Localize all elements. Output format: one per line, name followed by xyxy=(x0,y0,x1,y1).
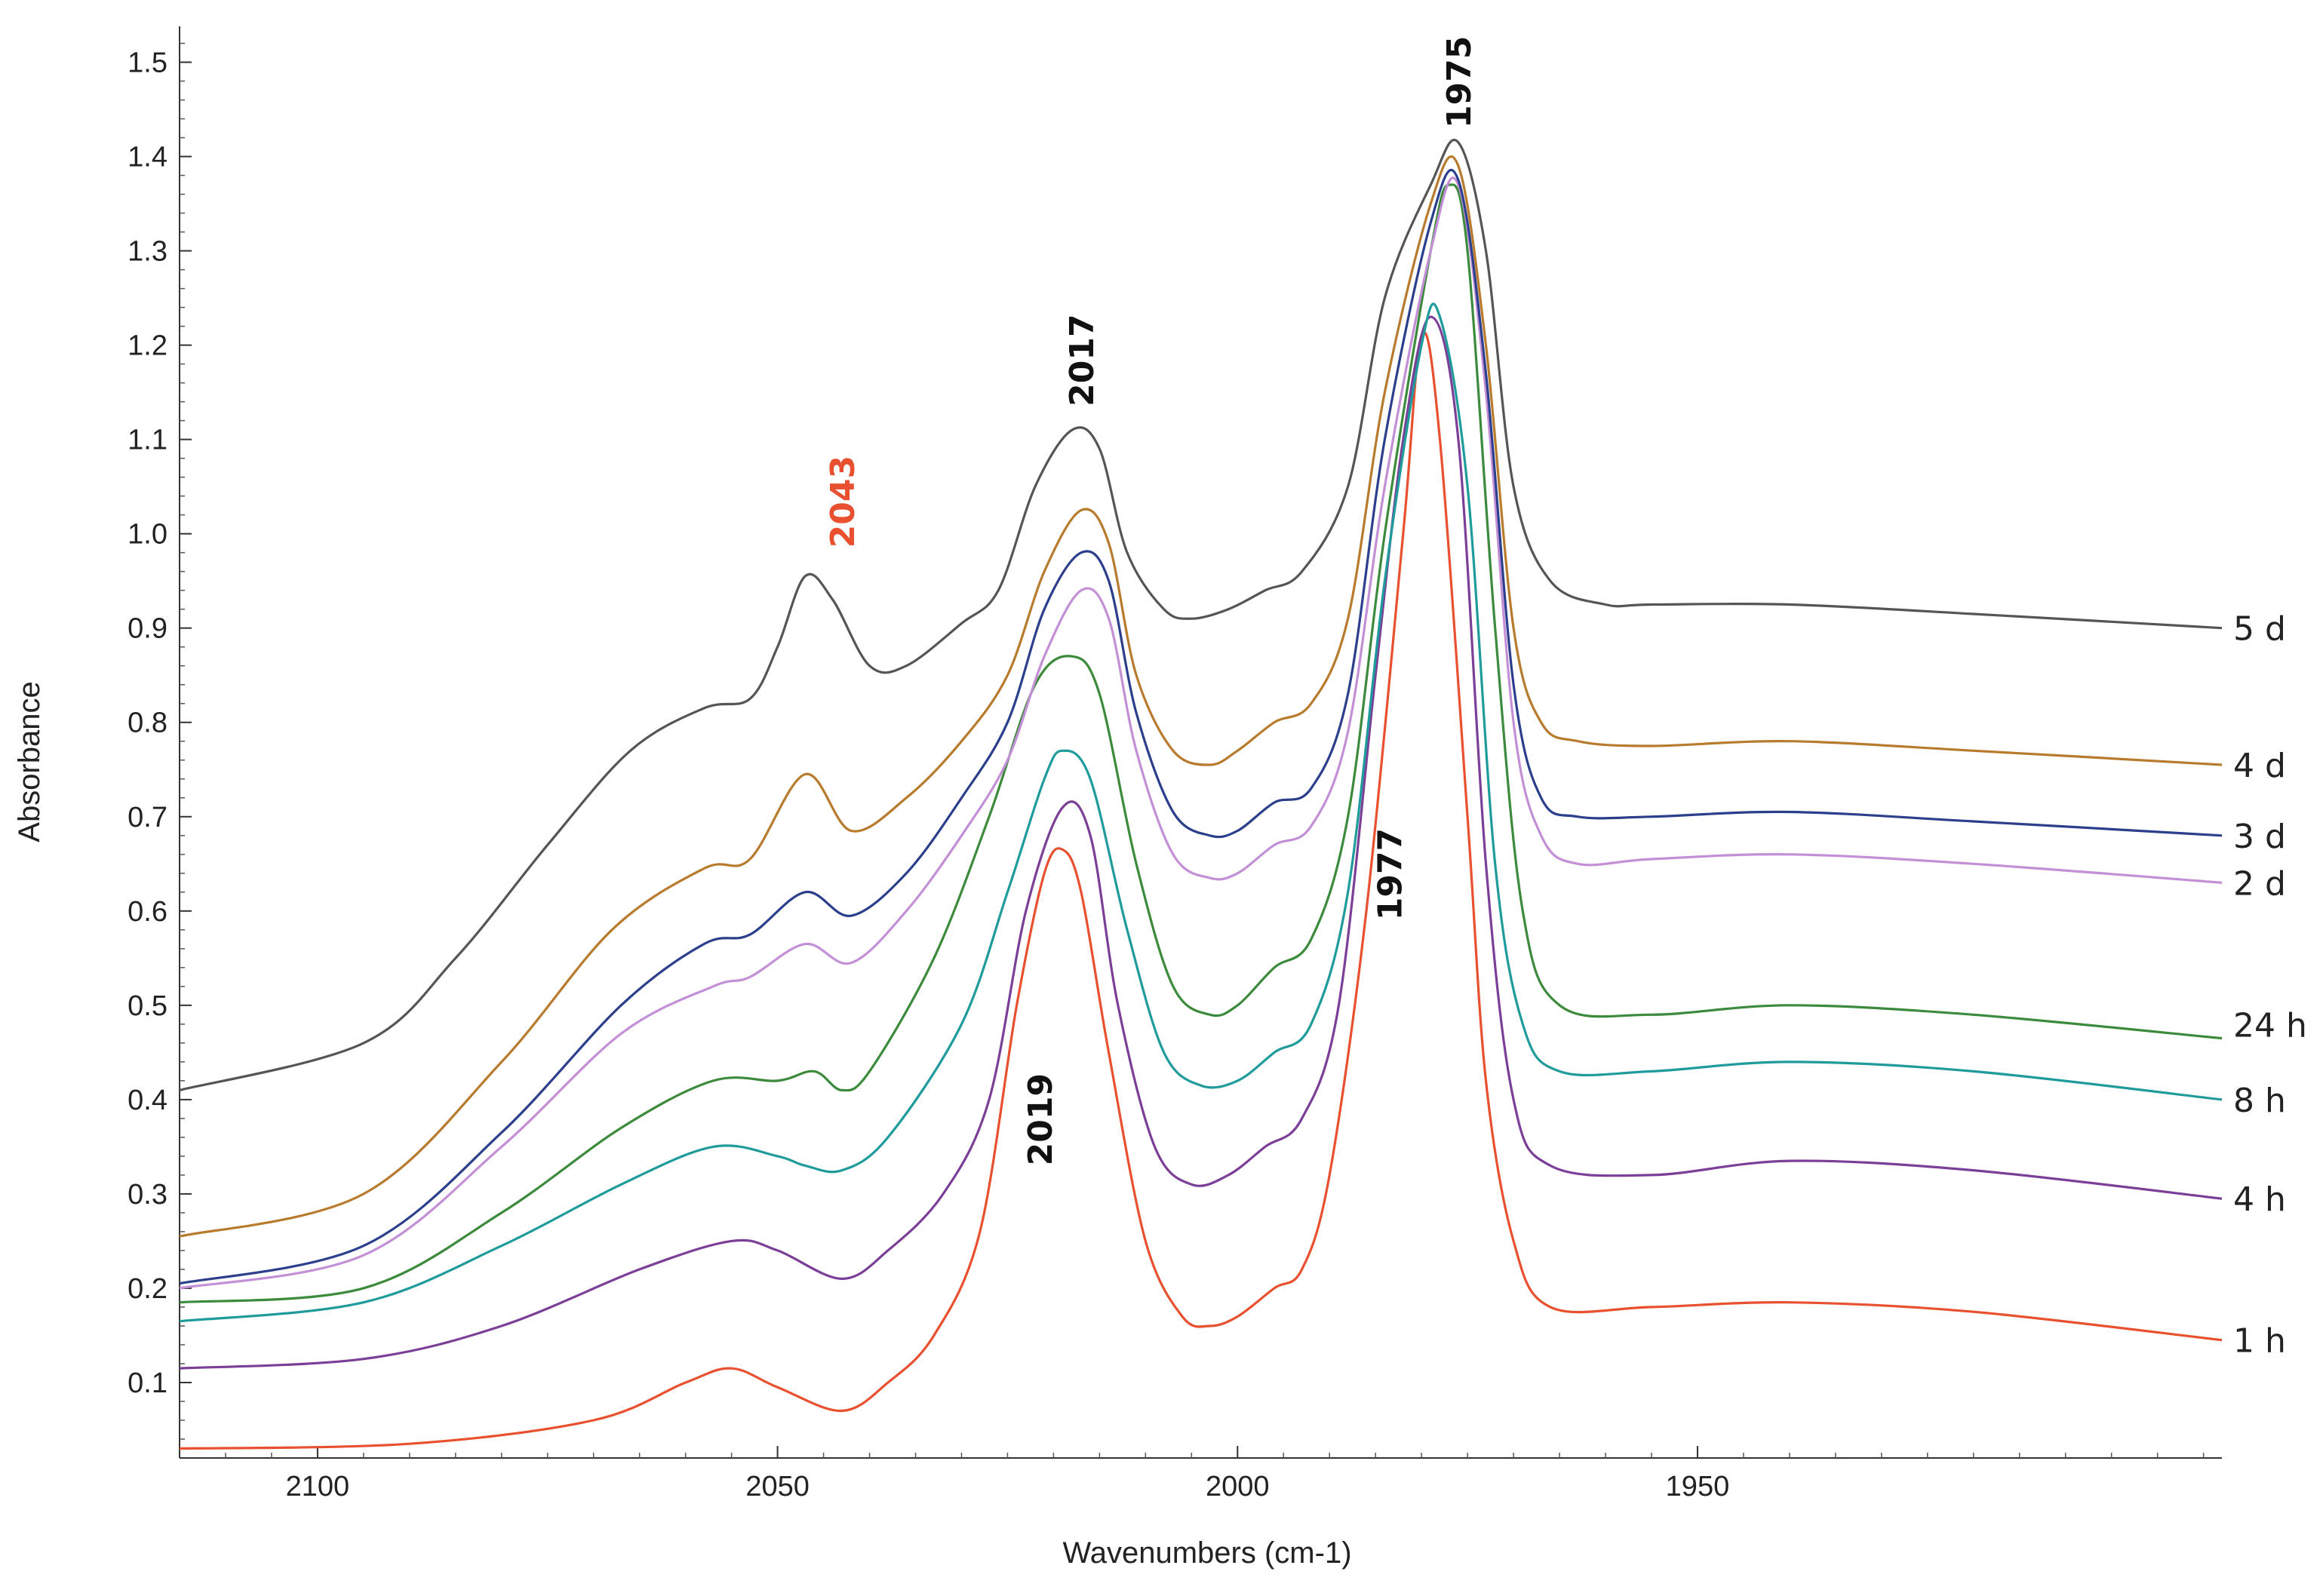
y-axis-title: Absorbance xyxy=(13,681,46,842)
annotations: 2043 2017 1975 2019 1977 xyxy=(824,36,1479,1166)
y-tick-label: 0.2 xyxy=(128,1273,167,1305)
series-label-2-d: 2 d xyxy=(2233,864,2286,903)
y-tick-label: 0.5 xyxy=(128,990,167,1022)
series-lines xyxy=(179,139,2223,1450)
series-line-4-d xyxy=(179,155,2223,1238)
peak-annotation-1977: 1977 xyxy=(1372,828,1410,920)
series-label-4-d: 4 d xyxy=(2233,747,2286,785)
series-line-1-h xyxy=(179,330,2223,1450)
series-line-3-d xyxy=(179,168,2223,1285)
peak-annotation-1975: 1975 xyxy=(1440,36,1479,128)
series-label-5-d: 5 d xyxy=(2233,610,2286,649)
series-line-5-d xyxy=(179,139,2223,1091)
y-tick-label: 0.3 xyxy=(128,1179,167,1211)
peak-annotation-2019: 2019 xyxy=(1022,1073,1060,1165)
series-line-4-h xyxy=(179,315,2223,1370)
series-label-24-h: 24 h xyxy=(2233,1007,2307,1045)
y-tick-label: 0.4 xyxy=(128,1085,167,1116)
x-tick-label: 2050 xyxy=(745,1471,810,1502)
series-line-2-d xyxy=(179,176,2223,1290)
series-label-1-h: 1 h xyxy=(2233,1322,2286,1361)
y-tick-label: 0.7 xyxy=(128,802,167,833)
y-tick-label: 1.3 xyxy=(128,236,167,268)
peak-annotation-2017: 2017 xyxy=(1063,314,1102,406)
y-tick-label: 1.0 xyxy=(128,519,167,551)
x-tick-label: 2000 xyxy=(1206,1471,1270,1502)
y-tick-label: 0.9 xyxy=(128,613,167,645)
y-tick-label: 1.1 xyxy=(128,425,167,456)
y-tick-label: 0.6 xyxy=(128,896,167,928)
y-tick-label: 1.5 xyxy=(128,48,167,79)
series-label-3-d: 3 d xyxy=(2233,818,2286,856)
series-label-8-h: 8 h xyxy=(2233,1082,2286,1120)
x-tick-label: 1950 xyxy=(1666,1471,1730,1502)
axes: 0.1 0.2 0.3 0.4 0.5 0.6 0.7 0.8 0.9 1.0 1.1 1.2 1.3 1… xyxy=(128,26,2222,1502)
x-tick-label: 2100 xyxy=(286,1471,350,1502)
series-label-4-h: 4 h xyxy=(2233,1180,2286,1219)
y-tick-label: 1.2 xyxy=(128,330,167,362)
y-tick-label: 0.1 xyxy=(128,1367,167,1399)
series-line-8-h xyxy=(179,302,2223,1323)
y-tick-label: 0.8 xyxy=(128,707,167,739)
peak-annotation-2043: 2043 xyxy=(824,456,862,548)
series-line-24-h xyxy=(179,183,2223,1304)
series-labels: 1 h 4 h 8 h 24 h 2 d 3 d 4 d 5 d xyxy=(2233,610,2307,1361)
x-axis-title: Wavenumbers (cm-1) xyxy=(1062,1536,1351,1570)
y-tick-label: 1.4 xyxy=(128,142,167,173)
